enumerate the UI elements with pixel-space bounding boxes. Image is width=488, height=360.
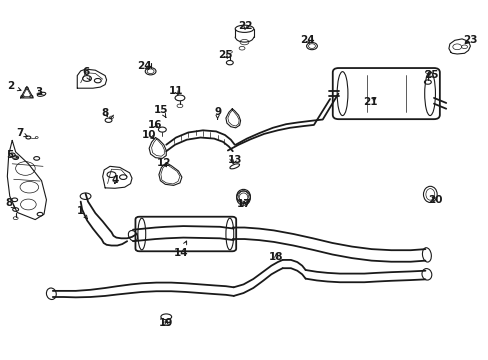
- Text: 19: 19: [159, 318, 173, 328]
- Text: 1: 1: [77, 206, 87, 219]
- Text: 25: 25: [217, 50, 232, 60]
- Text: 12: 12: [156, 158, 171, 168]
- Text: 16: 16: [148, 120, 163, 130]
- Text: 25: 25: [423, 70, 438, 80]
- Text: 10: 10: [142, 130, 156, 140]
- Text: 11: 11: [168, 86, 183, 96]
- Text: 8: 8: [102, 108, 108, 118]
- Text: 20: 20: [427, 195, 442, 205]
- Text: 24: 24: [137, 60, 151, 71]
- Text: 15: 15: [154, 105, 168, 118]
- Text: 23: 23: [462, 35, 477, 45]
- Text: 5: 5: [6, 150, 18, 160]
- Text: 13: 13: [227, 155, 242, 165]
- Text: 17: 17: [237, 199, 251, 210]
- Text: 9: 9: [214, 107, 221, 120]
- Text: 22: 22: [238, 21, 252, 31]
- Text: 18: 18: [268, 252, 283, 262]
- Text: 3: 3: [36, 87, 42, 97]
- Text: 8: 8: [5, 198, 15, 208]
- Text: 2: 2: [7, 81, 21, 91]
- Text: 14: 14: [173, 241, 188, 258]
- Text: 7: 7: [16, 128, 27, 138]
- Text: 4: 4: [111, 175, 119, 185]
- Text: 21: 21: [363, 96, 377, 107]
- Text: 24: 24: [299, 35, 314, 45]
- Text: 6: 6: [82, 67, 90, 80]
